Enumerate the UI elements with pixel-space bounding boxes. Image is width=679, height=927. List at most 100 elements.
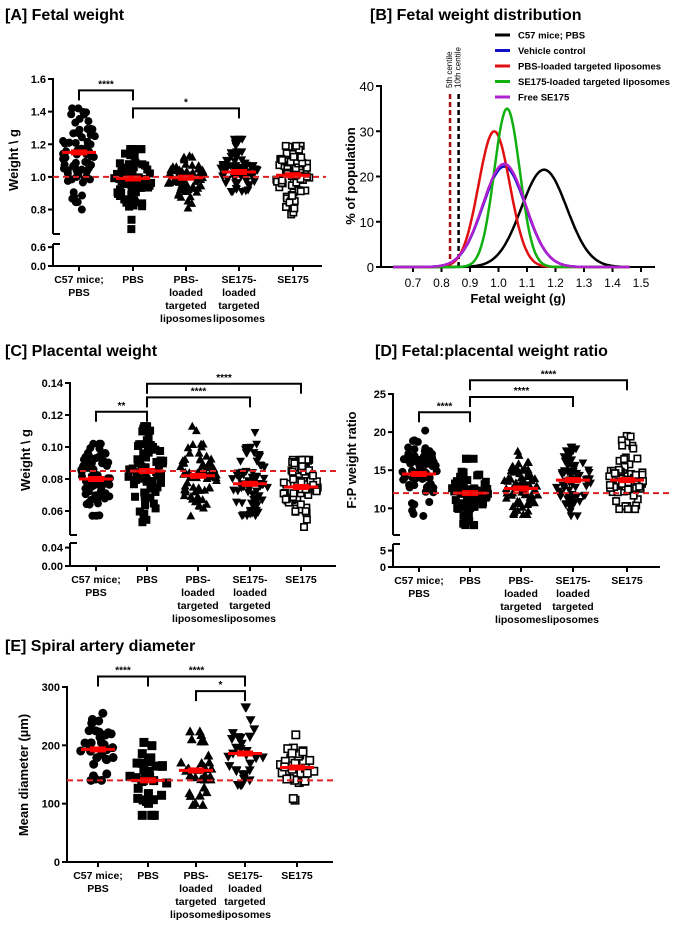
filled-triangle-up-marker xyxy=(183,443,193,452)
filled-triangle-down-marker xyxy=(561,500,571,509)
filled-square-marker xyxy=(115,159,124,168)
y-tick-label: 0.12 xyxy=(42,410,63,422)
filled-square-marker xyxy=(125,771,135,781)
filled-triangle-up-marker xyxy=(192,187,202,196)
open-square-marker xyxy=(298,455,307,464)
significance-bracket xyxy=(195,690,246,702)
filled-circle-marker xyxy=(87,714,97,724)
filled-triangle-up-marker xyxy=(176,757,187,767)
filled-triangle-up-marker xyxy=(187,421,197,430)
filled-triangle-down-marker xyxy=(252,440,262,449)
category-label: C57 mice; xyxy=(71,574,121,586)
filled-square-marker xyxy=(124,167,133,176)
filled-triangle-down-marker xyxy=(245,759,256,769)
filled-triangle-down-marker xyxy=(249,725,260,735)
filled-square-marker xyxy=(153,483,162,492)
filled-triangle-down-marker xyxy=(250,165,259,174)
filled-square-marker xyxy=(133,470,142,479)
filled-triangle-up-marker xyxy=(514,450,524,459)
filled-triangle-up-marker xyxy=(206,454,216,463)
open-square-marker xyxy=(292,141,301,150)
error-bar xyxy=(71,149,87,156)
error-bar xyxy=(411,471,427,478)
filled-triangle-up-marker xyxy=(194,493,204,502)
filled-triangle-down-marker xyxy=(245,716,256,726)
y-tick-label: 0.8 xyxy=(31,205,46,217)
group-points xyxy=(228,429,272,521)
filled-triangle-down-marker xyxy=(244,182,254,191)
filled-square-marker xyxy=(137,758,147,768)
open-square-marker xyxy=(629,444,638,453)
filled-square-marker xyxy=(145,772,155,782)
open-square-marker xyxy=(289,475,298,484)
filled-triangle-up-marker xyxy=(191,426,201,435)
open-square-marker xyxy=(301,507,310,516)
legend-label: SE175-loaded targeted liposomes xyxy=(518,77,670,88)
category-label: targeted xyxy=(552,601,593,613)
category-label: SE175- xyxy=(227,870,263,882)
x-axis-label: Fetal weight (g) xyxy=(470,291,565,306)
error-bar xyxy=(289,764,305,771)
filled-square-marker xyxy=(453,504,462,513)
open-square-marker xyxy=(291,730,301,740)
filled-square-marker xyxy=(147,741,157,751)
filled-circle-marker xyxy=(71,118,80,127)
filled-square-marker xyxy=(124,160,133,169)
filled-square-marker xyxy=(139,737,149,747)
significance-label: **** xyxy=(437,401,453,412)
category-label: PBS xyxy=(459,575,481,587)
y-tick-label: 1.2 xyxy=(31,139,46,151)
y-tick-label: 0.04 xyxy=(42,543,64,555)
filled-triangle-down-marker xyxy=(558,481,568,490)
category-label: targeted xyxy=(224,896,265,908)
category-label: PBS xyxy=(137,870,159,882)
filled-circle-marker xyxy=(102,769,112,779)
filled-triangle-down-marker xyxy=(236,173,246,182)
significance-bracket xyxy=(95,410,148,422)
significance-bracket xyxy=(146,396,251,408)
category-label: PBS xyxy=(85,587,107,599)
filled-triangle-up-marker xyxy=(202,451,212,460)
y-tick-label: 0.0 xyxy=(31,261,46,273)
filled-triangle-down-marker xyxy=(263,483,272,492)
filled-triangle-up-marker xyxy=(200,485,210,494)
filled-triangle-down-marker xyxy=(252,498,262,507)
category-label: PBS- xyxy=(183,870,209,882)
filled-triangle-up-marker xyxy=(190,797,201,807)
filled-triangle-down-marker xyxy=(567,456,577,465)
category-label: PBS- xyxy=(173,274,199,286)
filled-circle-marker xyxy=(429,483,438,492)
significance-bracket xyxy=(469,396,574,408)
filled-square-marker xyxy=(157,761,167,771)
filled-triangle-up-marker xyxy=(523,506,533,515)
filled-square-marker xyxy=(469,454,478,463)
filled-square-marker xyxy=(140,488,149,497)
filled-circle-marker xyxy=(73,127,82,136)
filled-triangle-up-marker xyxy=(181,159,191,168)
filled-triangle-down-marker xyxy=(241,447,251,456)
group-points xyxy=(223,703,268,790)
filled-triangle-up-marker xyxy=(173,190,183,199)
filled-triangle-down-marker xyxy=(236,457,245,466)
category-label: loaded xyxy=(504,588,538,600)
group-points xyxy=(59,104,99,214)
filled-square-marker xyxy=(131,188,140,197)
y-tick-label: 100 xyxy=(42,799,60,811)
significance-bracket xyxy=(97,675,149,687)
filled-circle-marker xyxy=(81,490,90,499)
filled-triangle-down-marker xyxy=(233,179,242,188)
category-label: targeted xyxy=(229,600,270,612)
open-square-marker xyxy=(296,500,305,509)
filled-square-marker xyxy=(149,499,158,508)
filled-triangle-down-marker xyxy=(232,185,241,194)
filled-square-marker xyxy=(148,795,158,805)
group-points xyxy=(500,446,543,519)
category-label: SE175- xyxy=(232,574,268,586)
filled-square-marker xyxy=(143,756,153,766)
filled-triangle-down-marker xyxy=(565,508,575,517)
filled-triangle-up-marker xyxy=(530,474,540,483)
filled-triangle-down-marker xyxy=(246,443,256,452)
filled-triangle-down-marker xyxy=(581,482,591,491)
open-square-marker xyxy=(289,489,298,498)
